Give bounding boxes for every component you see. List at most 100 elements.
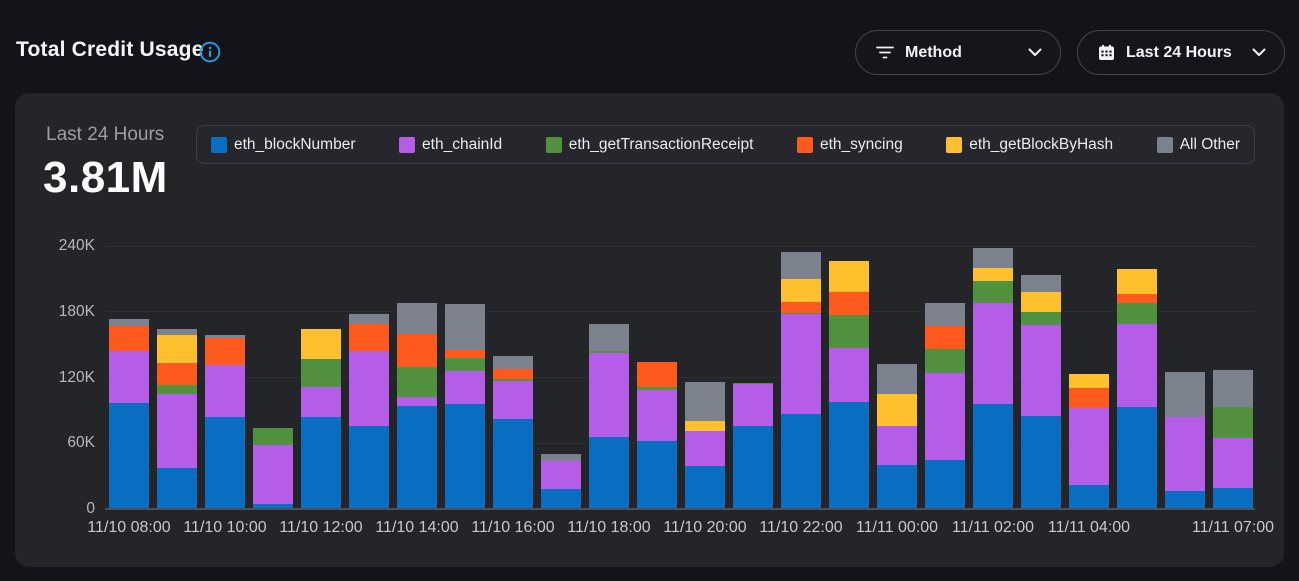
bar-segment-eth-chainid[interactable] [349, 351, 389, 426]
bar-segment-eth-gettransactionreceipt[interactable] [445, 357, 485, 371]
chart-bar[interactable] [829, 261, 869, 509]
bar-segment-eth-blocknumber[interactable] [877, 465, 917, 509]
bar-segment-eth-chainid[interactable] [157, 393, 197, 469]
bar-segment-eth-blocknumber[interactable] [733, 425, 773, 509]
chart-bar[interactable] [1213, 369, 1253, 509]
bar-segment-eth-syncing[interactable] [1117, 294, 1157, 304]
bar-segment-eth-blocknumber[interactable] [829, 401, 869, 509]
bar-segment-eth-blocknumber[interactable] [1021, 415, 1061, 509]
bar-segment-eth-chainid[interactable] [829, 347, 869, 402]
bar-segment-eth-chainid[interactable] [733, 384, 773, 426]
bar-segment-eth-getblockbyhash[interactable] [1117, 269, 1157, 295]
method-filter-dropdown[interactable]: Method [855, 30, 1061, 75]
chart-bar[interactable] [205, 334, 245, 509]
chart-bar[interactable] [253, 427, 293, 509]
bar-segment-all-other[interactable] [1213, 369, 1253, 408]
bar-segment-eth-blocknumber[interactable] [205, 416, 245, 509]
bar-segment-eth-getblockbyhash[interactable] [301, 329, 341, 359]
bar-segment-eth-chainid[interactable] [397, 397, 437, 406]
bar-segment-eth-chainid[interactable] [589, 353, 629, 437]
legend-item-eth-gettransactionreceipt[interactable]: eth_getTransactionReceipt [545, 136, 753, 154]
bar-segment-eth-chainid[interactable] [637, 389, 677, 442]
bar-segment-eth-syncing[interactable] [397, 333, 437, 367]
bar-segment-all-other[interactable] [589, 323, 629, 352]
chart-bar[interactable] [349, 313, 389, 509]
bar-segment-all-other[interactable] [157, 329, 197, 335]
bar-segment-all-other[interactable] [1021, 274, 1061, 293]
bar-segment-eth-gettransactionreceipt[interactable] [301, 358, 341, 388]
bar-segment-eth-blocknumber[interactable] [637, 441, 677, 509]
bar-segment-eth-blocknumber[interactable] [301, 416, 341, 509]
bar-segment-eth-chainid[interactable] [1213, 437, 1253, 489]
bar-segment-eth-chainid[interactable] [541, 460, 581, 490]
bar-segment-all-other[interactable] [973, 248, 1013, 268]
bar-segment-eth-chainid[interactable] [877, 425, 917, 466]
bar-segment-eth-gettransactionreceipt[interactable] [589, 351, 629, 354]
bar-segment-eth-blocknumber[interactable] [157, 468, 197, 509]
bar-segment-all-other[interactable] [877, 364, 917, 394]
bar-segment-eth-gettransactionreceipt[interactable] [157, 385, 197, 394]
chart-bar[interactable] [973, 248, 1013, 509]
chart-bar[interactable] [589, 323, 629, 509]
time-range-dropdown[interactable]: Last 24 Hours [1077, 30, 1285, 75]
chart-bar[interactable] [445, 304, 485, 509]
bar-segment-eth-getblockbyhash[interactable] [877, 393, 917, 426]
bar-segment-eth-gettransactionreceipt[interactable] [925, 349, 965, 374]
chart-bar[interactable] [1165, 372, 1205, 509]
bar-segment-eth-blocknumber[interactable] [349, 425, 389, 509]
bar-segment-eth-gettransactionreceipt[interactable] [1021, 311, 1061, 325]
chart-bar[interactable] [925, 303, 965, 509]
legend-item-eth-chainid[interactable]: eth_chainId [399, 136, 502, 154]
chart-bar[interactable] [1117, 269, 1157, 509]
bar-segment-eth-blocknumber[interactable] [445, 403, 485, 509]
legend-item-eth-blocknumber[interactable]: eth_blockNumber [211, 136, 355, 154]
chart-bar[interactable] [685, 381, 725, 509]
bar-segment-eth-chainid[interactable] [445, 370, 485, 404]
chart-bar[interactable] [493, 355, 533, 509]
chart-bar[interactable] [1069, 374, 1109, 509]
bar-segment-all-other[interactable] [685, 381, 725, 422]
bar-segment-eth-syncing[interactable] [157, 363, 197, 386]
chart-bar[interactable] [877, 364, 917, 509]
bar-segment-eth-blocknumber[interactable] [397, 406, 437, 509]
bar-segment-eth-chainid[interactable] [253, 445, 293, 504]
bar-segment-eth-chainid[interactable] [973, 303, 1013, 404]
legend-item-eth-getblockbyhash[interactable]: eth_getBlockByHash [946, 136, 1113, 154]
bar-segment-eth-gettransactionreceipt[interactable] [1213, 407, 1253, 438]
bar-segment-eth-syncing[interactable] [925, 326, 965, 350]
bar-segment-eth-chainid[interactable] [109, 351, 149, 403]
bar-segment-eth-gettransactionreceipt[interactable] [733, 383, 773, 385]
bar-segment-eth-syncing[interactable] [781, 301, 821, 313]
bar-segment-eth-blocknumber[interactable] [493, 419, 533, 509]
chart-bar[interactable] [781, 251, 821, 509]
bar-segment-eth-syncing[interactable] [493, 368, 533, 379]
bar-segment-all-other[interactable] [541, 454, 581, 461]
chart-bar[interactable] [109, 319, 149, 509]
bar-segment-eth-blocknumber[interactable] [685, 466, 725, 509]
bar-segment-eth-syncing[interactable] [637, 362, 677, 388]
bar-segment-eth-chainid[interactable] [1165, 416, 1205, 492]
bar-segment-eth-chainid[interactable] [493, 380, 533, 420]
bar-segment-eth-blocknumber[interactable] [1069, 484, 1109, 509]
bar-segment-eth-gettransactionreceipt[interactable] [637, 387, 677, 390]
chart-bar[interactable] [541, 454, 581, 509]
bar-segment-all-other[interactable] [397, 303, 437, 334]
bar-segment-eth-blocknumber[interactable] [589, 436, 629, 509]
bar-segment-eth-syncing[interactable] [349, 323, 389, 352]
bar-segment-eth-gettransactionreceipt[interactable] [493, 378, 533, 381]
bar-segment-eth-blocknumber[interactable] [1117, 407, 1157, 509]
bar-segment-eth-chainid[interactable] [1117, 323, 1157, 408]
bar-segment-eth-chainid[interactable] [685, 431, 725, 467]
bar-segment-eth-gettransactionreceipt[interactable] [781, 312, 821, 314]
bar-segment-eth-syncing[interactable] [1069, 388, 1109, 409]
bar-segment-eth-getblockbyhash[interactable] [685, 421, 725, 432]
bar-segment-eth-gettransactionreceipt[interactable] [397, 366, 437, 398]
bar-segment-eth-blocknumber[interactable] [109, 402, 149, 509]
bar-segment-eth-gettransactionreceipt[interactable] [1117, 303, 1157, 324]
bar-segment-eth-syncing[interactable] [829, 292, 869, 316]
bar-segment-all-other[interactable] [781, 251, 821, 279]
bar-segment-eth-blocknumber[interactable] [1213, 488, 1253, 509]
bar-segment-eth-gettransactionreceipt[interactable] [829, 315, 869, 348]
chart-bar[interactable] [637, 362, 677, 509]
bar-segment-eth-gettransactionreceipt[interactable] [253, 427, 293, 446]
